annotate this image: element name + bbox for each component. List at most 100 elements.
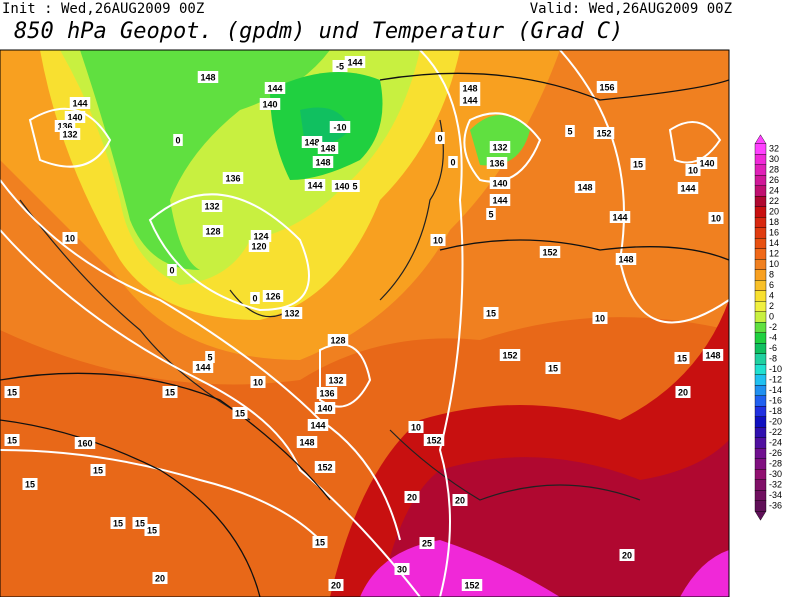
colorbar-label: -24 [769, 437, 782, 447]
label-box [325, 374, 347, 386]
label-box [69, 97, 91, 109]
contour-label: 144 [310, 420, 325, 430]
colorbar-label: -32 [769, 479, 782, 489]
label-box [250, 376, 266, 388]
label-box [202, 225, 224, 237]
colorbar-label: 24 [769, 185, 779, 195]
colorbar-swatch [754, 238, 767, 249]
contour-label: 0 [437, 133, 442, 143]
contour-label: 126 [265, 291, 280, 301]
label-box [192, 361, 214, 373]
colorbar-swatch [754, 175, 767, 186]
contour-label: 144 [267, 83, 282, 93]
colorbar-label: -2 [769, 322, 777, 332]
contour-label: 152 [317, 462, 332, 472]
contour-label: 15 [486, 308, 496, 318]
colorbar-swatch [754, 322, 767, 333]
contour-label: 144 [195, 362, 210, 372]
label-box [312, 156, 334, 168]
colorbar-swatch [754, 406, 767, 417]
colorbar-label: 26 [769, 175, 779, 185]
label-box [314, 461, 336, 473]
label-box [331, 180, 353, 192]
contour-label: 15 [165, 387, 175, 397]
contour-label: 15 [235, 408, 245, 418]
contour-label: 15 [548, 363, 558, 373]
label-box [264, 82, 286, 94]
label-box [314, 402, 336, 414]
colorbar-label: -34 [769, 490, 782, 500]
contour-label: 132 [328, 375, 343, 385]
contour-label: 132 [492, 142, 507, 152]
contour-label: 10 [711, 213, 721, 223]
label-box [250, 292, 260, 304]
temperature-band [680, 550, 729, 597]
colorbar-swatch [754, 353, 767, 365]
contour-label: 15 [315, 537, 325, 547]
contour-label: 148 [577, 182, 592, 192]
label-box [296, 436, 318, 448]
colorbar-swatch [754, 490, 767, 501]
label-box [702, 349, 724, 361]
contour-label: 128 [205, 226, 220, 236]
label-box [350, 180, 360, 192]
colorbar-label: -10 [769, 364, 782, 374]
colorbar-swatch [754, 248, 767, 260]
label-box [545, 362, 561, 374]
label-box [316, 387, 338, 399]
label-box [205, 351, 215, 363]
label-box [675, 386, 691, 398]
label-box [619, 549, 635, 561]
contour-label: 10 [253, 377, 263, 387]
temperature-band [360, 540, 560, 597]
label-box [459, 82, 481, 94]
label-box [250, 230, 272, 242]
label-box [62, 232, 78, 244]
label-box [609, 211, 631, 223]
label-box [565, 125, 575, 137]
valid-time: Valid: Wed,26AUG2009 00Z [530, 1, 732, 17]
label-box [248, 240, 270, 252]
label-box [144, 524, 160, 536]
map-field [0, 50, 729, 597]
contour-label: 140 [67, 112, 82, 122]
colorbar-swatch [754, 290, 767, 302]
label-box [328, 579, 344, 591]
contour-label: 20 [678, 387, 688, 397]
colorbar-label: -12 [769, 374, 782, 384]
contour-label: 140 [492, 178, 507, 188]
colorbar-label: -20 [769, 416, 782, 426]
label-box [685, 164, 701, 176]
contour-label: 148 [705, 350, 720, 360]
label-box [593, 127, 615, 139]
colorbar-label: -18 [769, 406, 782, 416]
contour-label: 5 [207, 352, 212, 362]
contour-label: 15 [25, 479, 35, 489]
label-box [489, 141, 511, 153]
label-box [197, 71, 219, 83]
colorbar-label: -16 [769, 395, 782, 405]
label-box [22, 478, 38, 490]
label-box [281, 307, 303, 319]
colorbar-swatch [754, 269, 767, 281]
contour-label: 124 [253, 231, 268, 241]
label-box [259, 98, 281, 110]
contour-label: 132 [284, 308, 299, 318]
contour-label: 0 [169, 265, 174, 275]
label-box [486, 157, 508, 169]
contour-label: 144 [612, 212, 627, 222]
contour-label: 136 [225, 173, 240, 183]
label-box [435, 132, 445, 144]
contour-label: 20 [155, 573, 165, 583]
label-box [489, 194, 511, 206]
colorbar-swatch [754, 469, 767, 480]
label-box [419, 537, 435, 549]
colorbar-swatch [754, 385, 767, 396]
label-box [162, 386, 178, 398]
contour-label: 10 [433, 235, 443, 245]
contour-label: 120 [251, 241, 266, 251]
colorbar-label: -36 [769, 500, 782, 510]
contour-label: 152 [464, 580, 479, 590]
label-box [408, 421, 424, 433]
